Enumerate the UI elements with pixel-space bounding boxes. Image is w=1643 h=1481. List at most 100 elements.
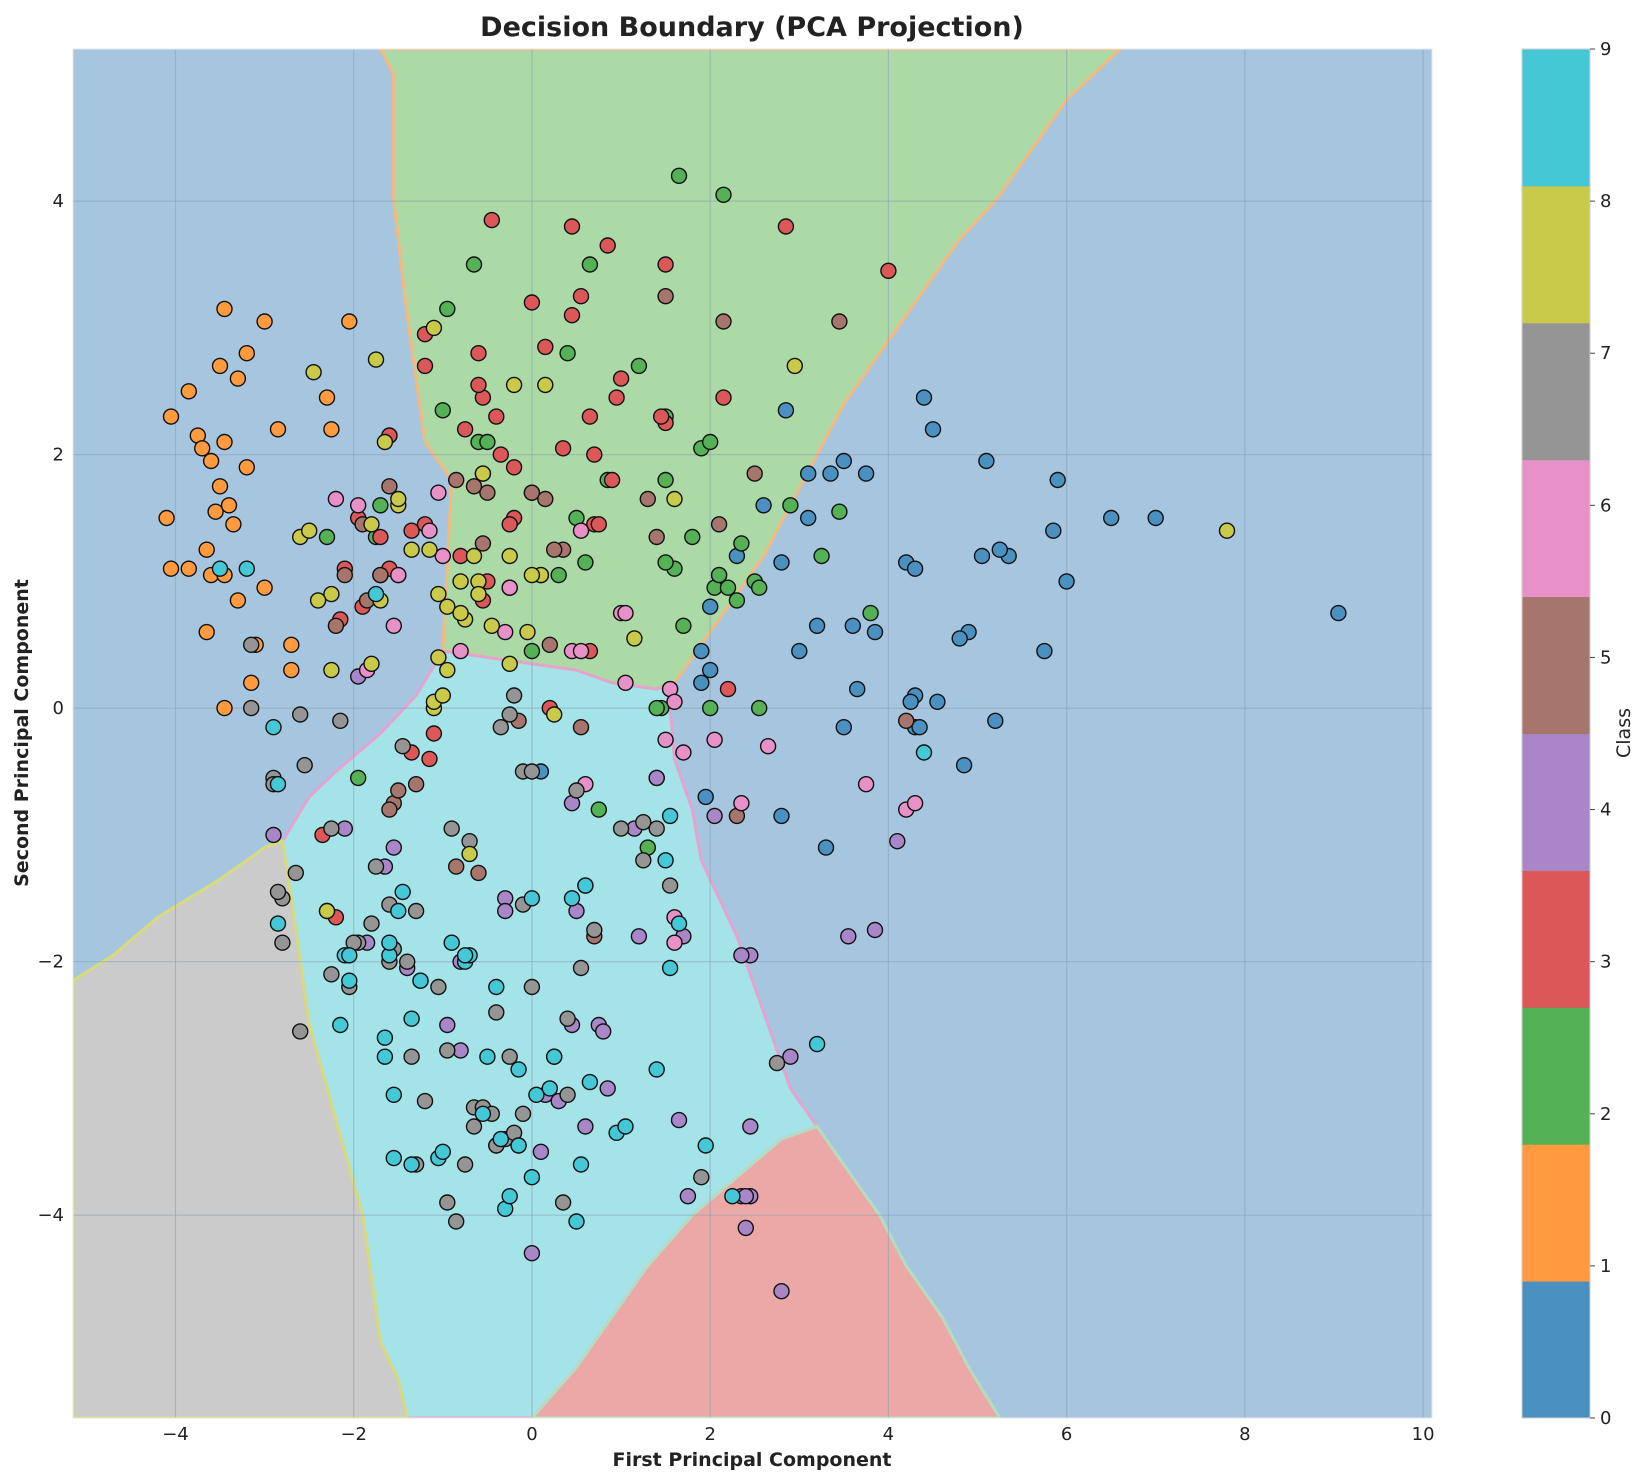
point-class-5 — [523, 484, 541, 501]
point-class-1 — [229, 592, 247, 609]
point-class-7 — [523, 763, 541, 780]
point-class-9 — [211, 560, 229, 577]
x-tick-label: 4 — [883, 1424, 894, 1445]
point-class-7 — [505, 687, 523, 704]
point-class-8 — [474, 465, 492, 482]
point-class-7 — [292, 1023, 309, 1040]
point-class-1 — [162, 560, 180, 577]
point-class-9 — [403, 1156, 420, 1173]
point-class-3 — [501, 516, 518, 533]
point-class-8 — [434, 687, 451, 704]
point-class-7 — [514, 1105, 532, 1123]
point-class-5 — [648, 528, 665, 546]
point-class-2 — [577, 554, 594, 571]
point-class-7 — [465, 1118, 483, 1135]
point-class-9 — [563, 890, 581, 907]
y-axis-label: Second Principal Component — [11, 579, 33, 887]
point-class-3 — [603, 471, 621, 489]
point-class-3 — [719, 680, 737, 698]
point-class-9 — [265, 719, 282, 736]
point-class-5 — [831, 313, 848, 330]
point-class-0 — [800, 509, 817, 527]
point-class-3 — [372, 528, 389, 546]
colorbar-segments — [1522, 49, 1590, 1419]
point-class-4 — [577, 1118, 594, 1135]
point-class-8 — [523, 566, 541, 584]
point-class-8 — [461, 845, 478, 863]
point-class-0 — [773, 554, 790, 571]
point-class-9 — [808, 1035, 826, 1053]
point-class-7 — [399, 953, 416, 970]
point-class-8 — [786, 357, 803, 375]
point-class-3 — [612, 370, 630, 387]
point-class-7 — [523, 978, 541, 996]
point-class-2 — [318, 528, 336, 546]
colorbar-segment-6 — [1522, 459, 1590, 598]
point-class-1 — [216, 433, 233, 451]
point-class-0 — [777, 402, 795, 419]
colorbar-segment-5 — [1522, 596, 1590, 734]
point-class-0 — [697, 788, 714, 806]
point-class-2 — [550, 566, 567, 584]
point-class-0 — [924, 421, 942, 438]
point-class-7 — [661, 877, 679, 894]
point-class-7 — [488, 1004, 505, 1021]
point-class-4 — [385, 839, 402, 856]
point-class-3 — [608, 389, 625, 406]
point-class-4 — [630, 928, 648, 945]
point-class-0 — [902, 693, 919, 710]
point-class-8 — [301, 522, 318, 539]
point-class-5 — [372, 566, 389, 584]
point-class-0 — [817, 839, 835, 856]
colorbar-tick-label: 1 — [1600, 1256, 1611, 1277]
point-class-2 — [751, 579, 768, 596]
point-class-3 — [456, 421, 474, 438]
point-class-0 — [822, 465, 839, 482]
colorbar-label: Class — [1613, 708, 1635, 758]
point-class-2 — [523, 642, 541, 660]
point-class-4 — [866, 921, 884, 939]
point-class-9 — [510, 1137, 527, 1154]
point-class-1 — [202, 452, 220, 470]
point-class-0 — [1036, 642, 1053, 660]
point-class-8 — [465, 547, 483, 565]
point-class-8 — [430, 585, 447, 603]
point-class-5 — [546, 541, 563, 558]
point-class-9 — [488, 978, 505, 996]
point-class-9 — [269, 915, 287, 932]
point-class-1 — [198, 541, 215, 558]
point-class-9 — [724, 1187, 741, 1205]
point-class-8 — [363, 655, 380, 672]
point-class-3 — [715, 389, 732, 406]
point-class-9 — [238, 560, 256, 577]
point-class-9 — [568, 1213, 585, 1230]
point-class-8 — [367, 351, 385, 368]
point-class-7 — [648, 820, 665, 837]
point-class-2 — [439, 300, 456, 318]
point-class-7 — [394, 738, 411, 755]
point-class-5 — [639, 490, 656, 508]
point-class-3 — [470, 376, 487, 394]
point-class-1 — [162, 408, 180, 425]
point-class-9 — [648, 1061, 665, 1078]
point-class-7 — [403, 1048, 420, 1065]
point-class-7 — [635, 814, 652, 831]
point-class-3 — [470, 345, 487, 362]
point-class-7 — [568, 782, 585, 799]
y-tick-label: 4 — [53, 191, 64, 212]
point-class-7 — [274, 934, 291, 951]
point-class-9 — [541, 1080, 558, 1097]
point-class-2 — [782, 497, 799, 514]
point-class-1 — [198, 623, 215, 641]
point-class-3 — [581, 408, 599, 425]
point-class-2 — [813, 547, 830, 565]
colorbar: 0 1 2 3 4 5 6 7 8 9 Class — [1521, 39, 1635, 1429]
point-class-3 — [657, 256, 674, 273]
point-class-8 — [309, 592, 327, 609]
x-tick-label: 8 — [1239, 1424, 1250, 1445]
y-tick-label: 2 — [53, 445, 64, 466]
point-class-8 — [626, 630, 643, 647]
point-class-4 — [532, 1143, 550, 1161]
point-class-8 — [666, 490, 683, 508]
point-class-9 — [381, 934, 398, 951]
